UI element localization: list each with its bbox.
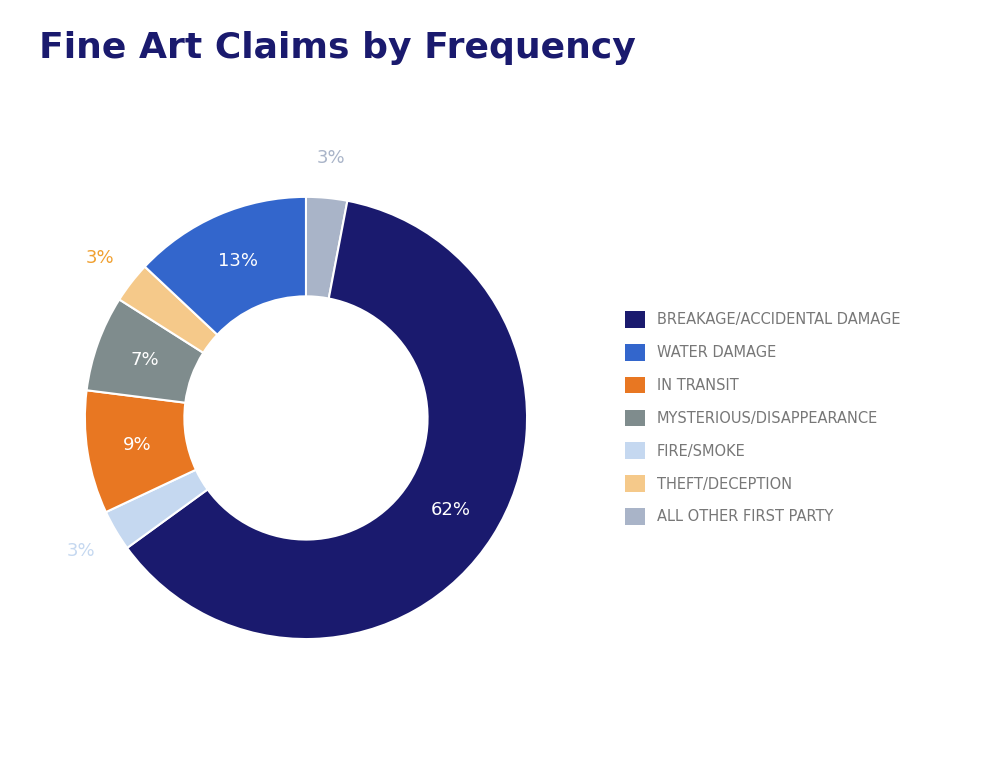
Text: 3%: 3% <box>67 542 96 560</box>
Text: 9%: 9% <box>122 436 151 454</box>
Text: 13%: 13% <box>218 252 257 269</box>
Wedge shape <box>106 470 207 548</box>
Text: 7%: 7% <box>130 351 159 369</box>
Text: 3%: 3% <box>316 149 344 167</box>
Wedge shape <box>145 197 306 334</box>
Wedge shape <box>119 266 217 353</box>
Legend: BREAKAGE/ACCIDENTAL DAMAGE, WATER DAMAGE, IN TRANSIT, MYSTERIOUS/DISAPPEARANCE, : BREAKAGE/ACCIDENTAL DAMAGE, WATER DAMAGE… <box>616 303 906 533</box>
Wedge shape <box>87 300 203 402</box>
Text: Fine Art Claims by Frequency: Fine Art Claims by Frequency <box>39 31 636 65</box>
Text: 62%: 62% <box>430 501 470 519</box>
Wedge shape <box>85 390 196 512</box>
Wedge shape <box>127 200 527 639</box>
Wedge shape <box>306 197 347 299</box>
Text: 3%: 3% <box>86 249 114 267</box>
